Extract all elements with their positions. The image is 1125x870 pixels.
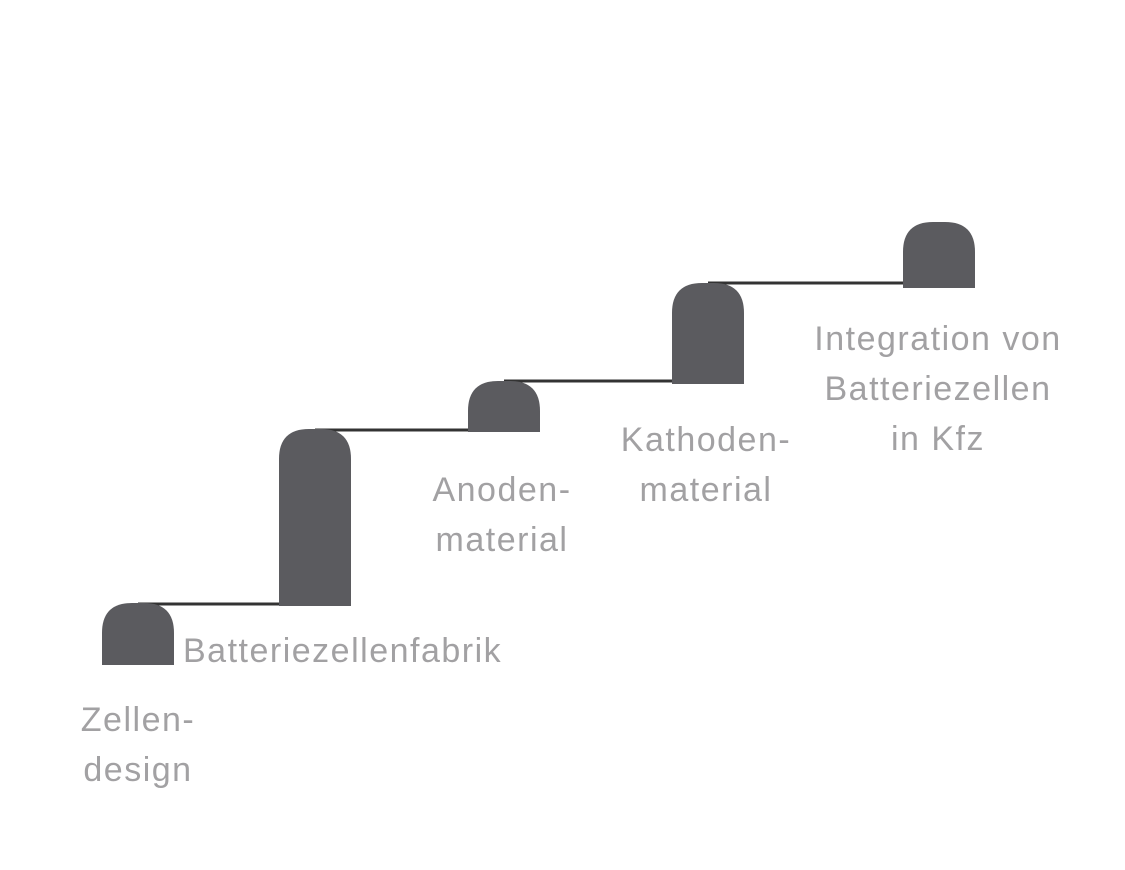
step-block-batteriezellenfabrik [279, 429, 351, 606]
step-label-line: material [639, 471, 773, 509]
step-block-zellendesign [102, 603, 174, 665]
step-label-line: Kathoden- [620, 421, 792, 459]
step-label-line: in Kfz [890, 420, 986, 458]
step-label-zellendesign: Zellen- design [40, 695, 236, 795]
step-label-kathodenmaterial: Kathoden- material [595, 415, 817, 515]
step-label-line: Integration von [814, 320, 1062, 358]
step-block-anodenmaterial [468, 381, 540, 432]
step-label-line: material [435, 521, 569, 559]
step-label-anodenmaterial: Anoden- material [402, 465, 602, 565]
step-label-line: Batteriezellenfabrik [183, 632, 503, 670]
step-block-integration [903, 222, 975, 288]
step-label-line: design [83, 751, 193, 789]
step-label-line: Batteriezellen [824, 370, 1052, 408]
step-label-line: Zellen- [80, 701, 196, 739]
step-label-integration: Integration von Batteriezellen in Kfz [780, 314, 1096, 464]
step-block-kathodenmaterial [672, 283, 744, 384]
step-label-batteriezellenfabrik: Batteriezellenfabrik [183, 626, 502, 676]
step-label-line: Anoden- [432, 471, 572, 509]
